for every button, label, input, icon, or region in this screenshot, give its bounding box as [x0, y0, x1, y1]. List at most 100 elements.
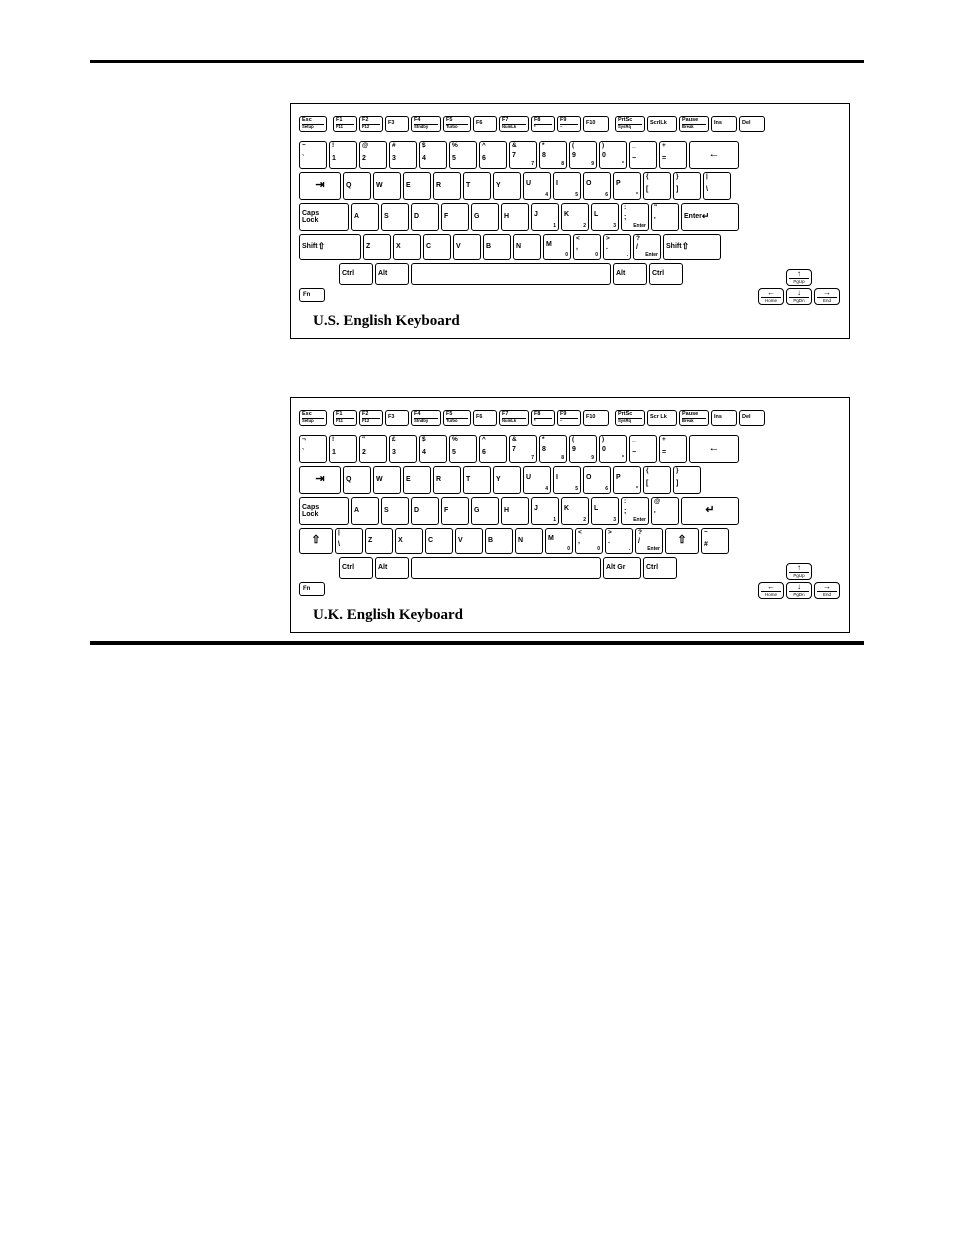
fnkey-pause: PauseBreak	[679, 410, 709, 426]
key-: +=	[659, 435, 687, 463]
fnkey-f3: F3	[385, 410, 409, 426]
fnkey-f9: F9−	[557, 116, 581, 132]
page: EscSetupF1F11F2F12F3F4StndbyF5TurboF6F7N…	[0, 0, 954, 705]
arrow-cluster: ↑PgUp←Home↓PgDn→End	[757, 563, 841, 599]
key-5: %5	[449, 435, 477, 463]
key-: }]	[673, 466, 701, 494]
fnkey-f3: F3	[385, 116, 409, 132]
key-: ~#	[701, 528, 729, 554]
key-enter: Enter↵	[681, 203, 739, 231]
key-h: H	[501, 203, 529, 231]
key-r: R	[433, 466, 461, 494]
key-: @'	[651, 497, 679, 525]
key-y: Y	[493, 172, 521, 200]
key-4: $4	[419, 435, 447, 463]
key-z: Z	[365, 528, 393, 554]
key-l: L3	[591, 497, 619, 525]
key-a: A	[351, 203, 379, 231]
fnkey-ins: Ins	[711, 116, 737, 132]
key-8: *88	[539, 435, 567, 463]
key-2: @2	[359, 141, 387, 169]
key-o: O6	[583, 172, 611, 200]
key-ctrl: Ctrl	[649, 263, 683, 285]
key-v: V	[453, 234, 481, 260]
key-t: T	[463, 466, 491, 494]
arrow-up: ↑PgUp	[786, 563, 812, 580]
key-g: G	[471, 497, 499, 525]
key-: :;Enter	[621, 497, 649, 525]
key-8: *88	[539, 141, 567, 169]
key-: _−	[629, 435, 657, 463]
fnkey-f9: F9−	[557, 410, 581, 426]
key-alt: Alt	[613, 263, 647, 285]
key-b: B	[485, 528, 513, 554]
fnkey-pause: PauseBreak	[679, 116, 709, 132]
key-u: U4	[523, 172, 551, 200]
fnkey-f5: F5Turbo	[443, 410, 471, 426]
key-shift-right: ⇧	[665, 528, 699, 554]
key-: _−	[629, 141, 657, 169]
key-ctrl: Ctrl	[339, 557, 373, 579]
key-f: F	[441, 203, 469, 231]
key-r: R	[433, 172, 461, 200]
key-: {[	[643, 466, 671, 494]
key-3: £3	[389, 435, 417, 463]
key-: |\	[703, 172, 731, 200]
key-f: F	[441, 497, 469, 525]
key-c: C	[423, 234, 451, 260]
key-l: L3	[591, 203, 619, 231]
key-q: Q	[343, 466, 371, 494]
key-k: K2	[561, 203, 589, 231]
key-h: H	[501, 497, 529, 525]
key-w: W	[373, 172, 401, 200]
key-alt: Alt	[375, 263, 409, 285]
key-3: #3	[389, 141, 417, 169]
key-: >..	[605, 528, 633, 554]
fnkey-f10: F10	[583, 116, 609, 132]
key-capslock: Caps Lock	[299, 203, 349, 231]
key-u: U4	[523, 466, 551, 494]
keyboard-frame: EscSetupF1F11F2F12F3F4StndbyF5TurboF6F7N…	[290, 397, 850, 633]
key-: <,0	[575, 528, 603, 554]
key-: {[	[643, 172, 671, 200]
arrow-left: ←Home	[758, 288, 784, 305]
key-p: P*	[613, 172, 641, 200]
key-fn: Fn	[299, 582, 325, 596]
key-s: S	[381, 497, 409, 525]
fnkey-ins: Ins	[711, 410, 737, 426]
key-: |\	[335, 528, 363, 554]
fnkey-f7: F7NumLk	[499, 410, 529, 426]
key-e: E	[403, 466, 431, 494]
key-: >..	[603, 234, 631, 260]
fnkey-f2: F2F12	[359, 410, 383, 426]
key-: ~`	[299, 141, 327, 169]
key-m: M0	[543, 234, 571, 260]
key-9: (99	[569, 141, 597, 169]
key-m: M0	[545, 528, 573, 554]
key-0: )0*	[599, 141, 627, 169]
key-backspace: ←	[689, 435, 739, 463]
key-fn: Fn	[299, 288, 325, 302]
key-d: D	[411, 497, 439, 525]
key-shift-left: Shift⇧	[299, 234, 361, 260]
key-backspace: ←	[689, 141, 739, 169]
keyboard-frame: EscSetupF1F11F2F12F3F4StndbyF5TurboF6F7N…	[290, 103, 850, 339]
fnkey-f6: F6	[473, 116, 497, 132]
fnkey-f7: F7NumLk	[499, 116, 529, 132]
fnkey-f8: F8*	[531, 410, 555, 426]
key-: ?/Enter	[635, 528, 663, 554]
key-0: )0*	[599, 435, 627, 463]
fnkey-f5: F5Turbo	[443, 116, 471, 132]
key-ctrl: Ctrl	[643, 557, 677, 579]
fnkey-scrlk: Scr Lk	[647, 410, 677, 426]
key-p: P*	[613, 466, 641, 494]
arrow-down: ↓PgDn	[786, 288, 812, 305]
fnkey-f1: F1F11	[333, 410, 357, 426]
key-6: ^6	[479, 435, 507, 463]
key-z: Z	[363, 234, 391, 260]
fnkey-esc: EscSetup	[299, 116, 327, 132]
arrow-right: →End	[814, 288, 840, 305]
key-t: T	[463, 172, 491, 200]
key-w: W	[373, 466, 401, 494]
key-n: N	[515, 528, 543, 554]
